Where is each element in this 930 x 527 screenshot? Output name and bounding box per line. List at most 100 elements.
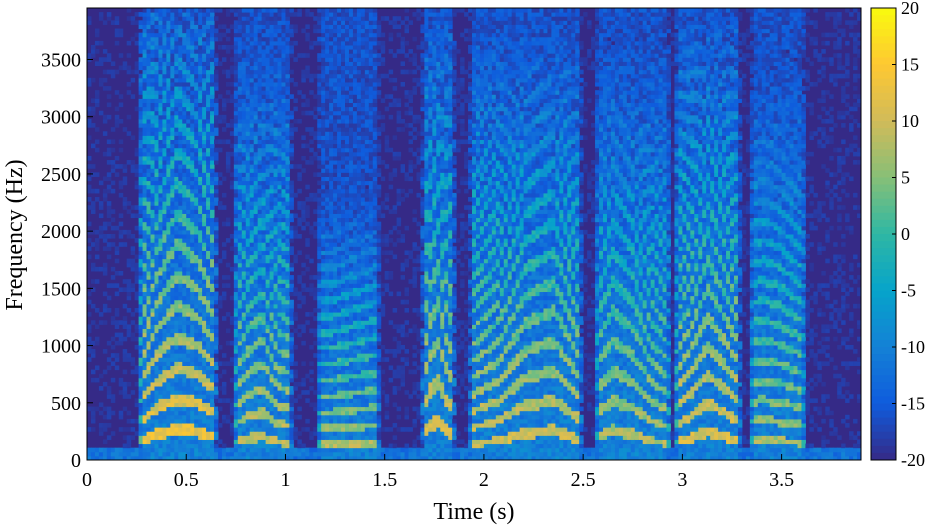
spectrogram-cell — [186, 33, 190, 38]
spectrogram-cell — [147, 419, 151, 424]
spectrogram-cell — [266, 361, 270, 366]
spectrogram-cell — [270, 300, 274, 305]
spectrogram-cell — [206, 33, 210, 38]
spectrogram-cell — [238, 333, 242, 338]
spectrogram-cell — [289, 218, 293, 223]
spectrogram-cell — [317, 193, 321, 198]
spectrogram-cell — [258, 296, 262, 301]
spectrogram-cell — [254, 341, 258, 346]
spectrogram-cell — [166, 357, 170, 362]
spectrogram-cell — [151, 86, 155, 91]
spectrogram-cell — [103, 439, 107, 444]
spectrogram-cell — [325, 378, 329, 383]
spectrogram-cell — [190, 189, 194, 194]
spectrogram-cell — [329, 361, 333, 366]
spectrogram-cell — [325, 423, 329, 428]
spectrogram-cell — [123, 427, 127, 432]
spectrogram-cell — [178, 86, 182, 91]
spectrogram-cell — [258, 115, 262, 120]
spectrogram-cell — [198, 341, 202, 346]
spectrogram-cell — [135, 66, 139, 71]
spectrogram-cell — [262, 115, 266, 120]
spectrogram-cell — [285, 78, 289, 83]
spectrogram-cell — [242, 324, 246, 329]
spectrogram-cell — [186, 411, 190, 416]
spectrogram-cell — [182, 176, 186, 181]
spectrogram-cell — [278, 148, 282, 153]
spectrogram-cell — [123, 324, 127, 329]
spectrogram-cell — [313, 16, 317, 21]
spectrogram-cell — [154, 135, 158, 140]
spectrogram-cell — [202, 144, 206, 149]
spectrogram-cell — [198, 33, 202, 38]
spectrogram-cell — [206, 250, 210, 255]
spectrogram-cell — [262, 357, 266, 362]
spectrogram-cell — [198, 452, 202, 457]
spectrogram-cell — [242, 292, 246, 297]
spectrogram-cell — [194, 370, 198, 375]
spectrogram-cell — [178, 411, 182, 416]
spectrogram-cell — [266, 296, 270, 301]
spectrogram-cell — [162, 152, 166, 157]
spectrogram-cell — [135, 452, 139, 457]
spectrogram-cell — [285, 407, 289, 412]
spectrogram-cell — [143, 193, 147, 198]
spectrogram-cell — [262, 148, 266, 153]
spectrogram-cell — [178, 415, 182, 420]
spectrogram-cell — [107, 308, 111, 313]
spectrogram-cell — [162, 296, 166, 301]
spectrogram-cell — [270, 374, 274, 379]
spectrogram-cell — [274, 135, 278, 140]
spectrogram-cell — [281, 386, 285, 391]
spectrogram-cell — [178, 107, 182, 112]
spectrogram-cell — [206, 226, 210, 231]
spectrogram-cell — [147, 329, 151, 334]
spectrogram-cell — [202, 439, 206, 444]
spectrogram-cell — [170, 119, 174, 124]
spectrogram-cell — [151, 250, 155, 255]
spectrogram-cell — [186, 316, 190, 321]
spectrogram-cell — [274, 275, 278, 280]
spectrogram-cell — [166, 144, 170, 149]
spectrogram-cell — [321, 238, 325, 243]
spectrogram-cell — [258, 201, 262, 206]
spectrogram-cell — [281, 378, 285, 383]
spectrogram-cell — [202, 324, 206, 329]
spectrogram-cell — [242, 296, 246, 301]
spectrogram-cell — [309, 452, 313, 457]
spectrogram-cell — [139, 349, 143, 354]
spectrogram-cell — [250, 119, 254, 124]
spectrogram-cell — [274, 119, 278, 124]
spectrogram-cell — [206, 172, 210, 177]
spectrogram-cell — [281, 226, 285, 231]
spectrogram-cell — [234, 431, 238, 436]
spectrogram-cell — [309, 292, 313, 297]
spectrogram-cell — [154, 394, 158, 399]
spectrogram-cell — [131, 160, 135, 165]
spectrogram-cell — [325, 37, 329, 42]
spectrogram-cell — [158, 24, 162, 29]
spectrogram-cell — [317, 222, 321, 227]
spectrogram-cell — [190, 279, 194, 284]
spectrogram-cell — [210, 452, 214, 457]
spectrogram-cell — [111, 452, 115, 457]
spectrogram-cell — [194, 90, 198, 95]
spectrogram-cell — [182, 234, 186, 239]
spectrogram-cell — [107, 448, 111, 453]
spectrogram-cell — [182, 435, 186, 440]
spectrogram-cell — [107, 209, 111, 214]
spectrogram-cell — [262, 320, 266, 325]
spectrogram-cell — [210, 263, 214, 268]
spectrogram-cell — [238, 49, 242, 54]
spectrogram-cell — [206, 123, 210, 128]
spectrogram-cell — [317, 164, 321, 169]
spectrogram-cell — [238, 94, 242, 99]
spectrogram-cell — [254, 94, 258, 99]
spectrogram-cell — [266, 176, 270, 181]
spectrogram-cell — [329, 341, 333, 346]
spectrogram-cell — [238, 127, 242, 132]
spectrogram-cell — [87, 255, 91, 260]
spectrogram-cell — [170, 66, 174, 71]
spectrogram-cell — [262, 296, 266, 301]
spectrogram-cell — [258, 353, 262, 358]
